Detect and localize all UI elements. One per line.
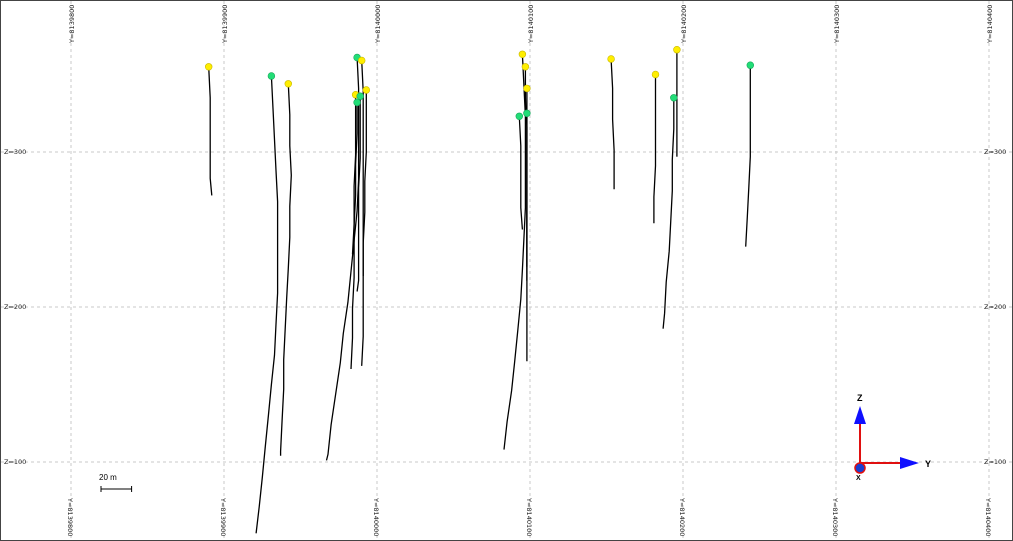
z-tick-label-left: Z=200	[4, 303, 26, 311]
z-tick-label-right: Z=300	[984, 148, 1006, 156]
collar-marker-yellow[interactable]	[521, 63, 530, 71]
drillhole-trace[interactable]	[362, 90, 367, 276]
collar-marker-yellow[interactable]	[284, 80, 292, 88]
y-tick-label-top: Y=8140300	[833, 5, 841, 44]
y-tick-label-bottom: Y=8140300	[831, 497, 839, 536]
drillhole-trace[interactable]	[745, 65, 751, 247]
z-tick-label-right: Z=200	[984, 303, 1006, 311]
tick-label-layer: Y=8139800 Y=8139800 Y=8139900 Y=8139900 Y=81…	[4, 5, 1006, 537]
y-tick-label-top: Y=8140100	[527, 5, 535, 44]
z-axis-label: Z	[857, 393, 863, 403]
y-tick-label-top: Y=8139800	[68, 5, 76, 44]
z-tick-label-left: Z=100	[4, 458, 26, 466]
drillhole-trace[interactable]	[208, 66, 213, 196]
collar-marker-yellow[interactable]	[358, 56, 366, 65]
collar-marker-yellow[interactable]	[518, 50, 527, 58]
y-tick-label-top: Y=8140400	[986, 5, 994, 44]
collar-marker-yellow[interactable]	[362, 86, 370, 94]
drillhole-layer	[208, 49, 751, 534]
drillhole-trace[interactable]	[610, 58, 615, 190]
drillhole-trace[interactable]	[662, 97, 675, 329]
z-tick-label-right: Z=100	[984, 458, 1006, 466]
collar-marker-green[interactable]	[353, 98, 361, 107]
collar-marker-green[interactable]	[523, 109, 531, 118]
drillhole-trace[interactable]	[325, 57, 360, 461]
drillhole-trace[interactable]	[518, 116, 524, 230]
collar-marker-green[interactable]	[515, 112, 523, 121]
collar-marker-green[interactable]	[356, 92, 364, 100]
scale-bar-label: 20 m	[99, 473, 117, 482]
collar-marker-yellow[interactable]	[523, 84, 531, 93]
y-axis-label: Y	[925, 459, 931, 469]
y-tick-label-bottom: Y=8140000	[372, 497, 380, 536]
y-tick-label-bottom: Y=8140100	[525, 497, 533, 536]
y-tick-label-bottom: Y=8139900	[219, 497, 227, 536]
z-axis-arrow	[854, 406, 866, 424]
collar-marker-yellow[interactable]	[651, 70, 660, 79]
drillhole-trace[interactable]	[653, 74, 657, 224]
collar-marker-yellow[interactable]	[673, 45, 681, 54]
drillhole-trace[interactable]	[279, 83, 292, 456]
drillhole-trace[interactable]	[503, 54, 527, 450]
z-tick-label-left: Z=300	[4, 148, 26, 156]
y-tick-label-top: Y=8140000	[374, 5, 382, 44]
y-tick-label-bottom: Y=8140200	[678, 497, 686, 536]
y-tick-label-bottom: Y=8139800	[66, 497, 74, 536]
collar-marker-green[interactable]	[267, 72, 276, 80]
drillhole-trace[interactable]	[351, 102, 358, 255]
drillhole-trace[interactable]	[255, 75, 279, 534]
scale-bar: 20 m	[99, 473, 133, 492]
x-axis-dot	[854, 462, 866, 474]
drillhole-trace[interactable]	[361, 60, 364, 366]
collar-marker-green[interactable]	[670, 94, 678, 102]
axis-triad[interactable]: Z Y X	[854, 393, 931, 482]
x-axis-label: X	[856, 475, 861, 482]
drillhole-trace[interactable]	[356, 96, 361, 292]
collar-marker-green[interactable]	[746, 61, 754, 69]
y-tick-label-bottom: Y=8140400	[984, 497, 992, 536]
collar-layer	[205, 45, 754, 121]
y-axis-arrow	[900, 457, 919, 469]
y-tick-label-top: Y=8140200	[680, 5, 688, 44]
collar-marker-yellow[interactable]	[205, 63, 213, 71]
y-tick-label-top: Y=8139900	[221, 5, 229, 44]
collar-marker-yellow[interactable]	[607, 55, 615, 63]
